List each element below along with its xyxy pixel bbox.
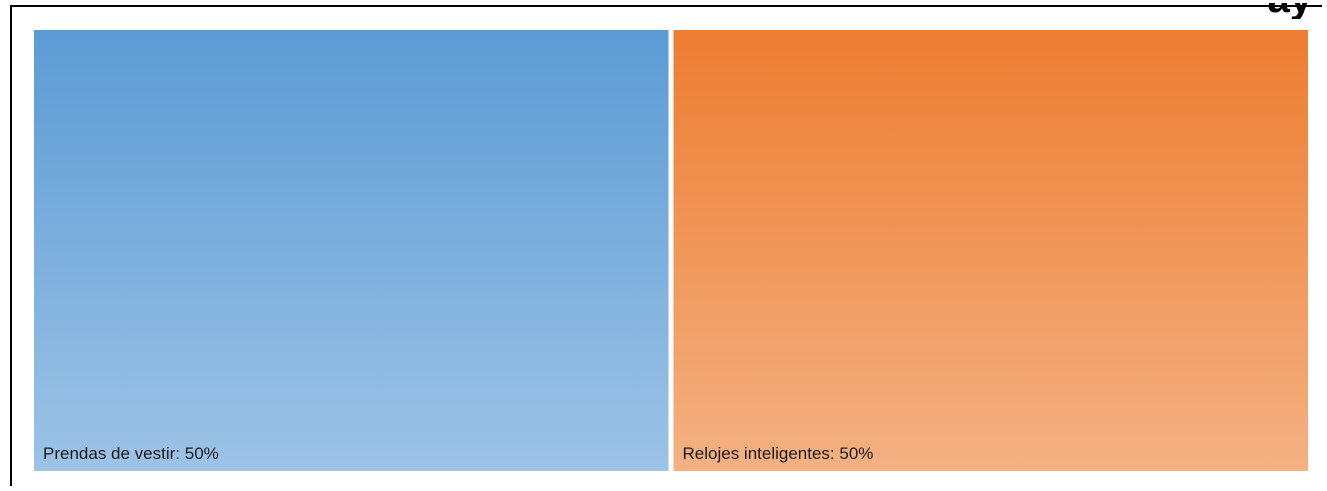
treemap-tile-2 [673,30,1308,471]
chart-frame: ay [10,3,1322,486]
treemap-tile-label-1: Prendas de vestir: 50% [43,444,219,463]
treemap-tile-label-2: Relojes inteligentes: 50% [683,444,874,463]
chart-title-fragment: ay [1268,3,1313,19]
treemap-tile-1 [34,30,669,471]
